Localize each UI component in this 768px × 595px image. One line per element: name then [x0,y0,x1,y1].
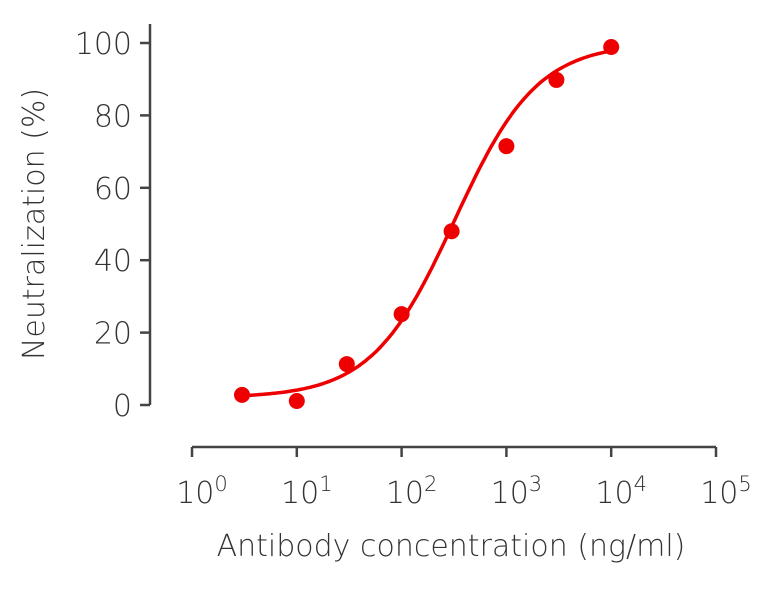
x-tick-label: 104 [595,472,647,511]
data-point [443,223,460,240]
y-axis: 0 20 40 60 80 100 [75,24,152,424]
data-point [288,393,305,410]
y-tick-label: 60 [94,172,132,207]
data-point [393,306,410,323]
fit-curve [241,49,612,398]
x-tick-label: 100 [176,472,228,511]
x-tick-label: 102 [386,472,438,511]
x-axis-label: Antibody concentration (ng/ml) [217,529,686,564]
y-tick-label: 0 [113,389,132,424]
y-tick-label: 20 [94,317,132,352]
data-point [603,38,620,55]
data-point [338,356,355,373]
data-series [234,38,620,410]
y-axis-label: Neutralization (%) [17,88,52,360]
y-tick-label: 80 [94,99,132,134]
data-point [548,71,565,88]
y-tick-label: 40 [94,244,132,279]
data-point [234,386,251,403]
x-axis: 100 101 102 103 104 105 [176,445,752,511]
x-tick-label: 101 [281,472,333,511]
x-tick-label: 103 [491,472,543,511]
data-point [498,138,515,155]
y-tick-label: 100 [75,27,132,62]
x-tick-label: 105 [700,472,752,511]
